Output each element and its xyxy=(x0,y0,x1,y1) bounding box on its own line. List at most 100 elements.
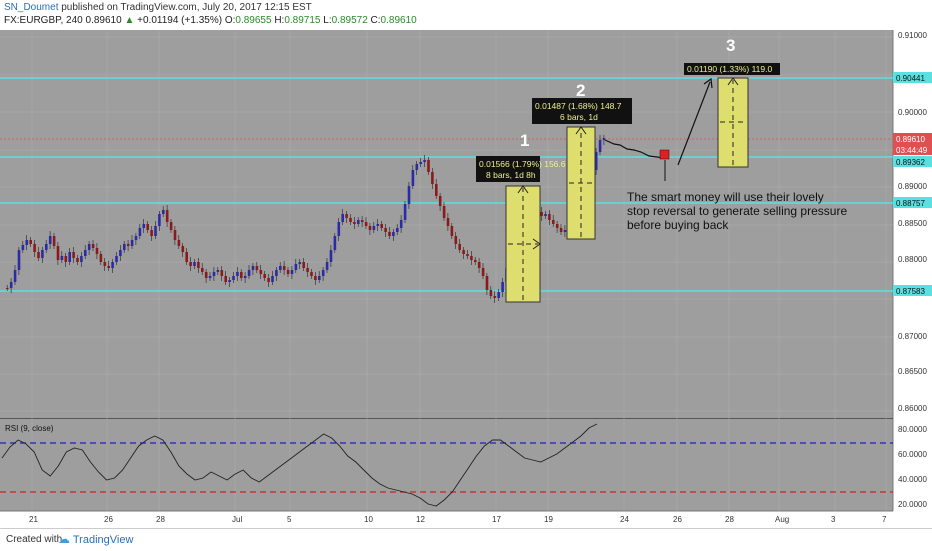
candle-body xyxy=(41,250,44,258)
candle-body xyxy=(552,220,555,224)
candle-body xyxy=(411,170,415,186)
symbol-label[interactable]: FX:EURGBP, 240 xyxy=(4,15,83,26)
high-value: 0.89715 xyxy=(284,15,321,26)
candle-body xyxy=(388,232,391,236)
price-tag-5-bg xyxy=(893,285,932,296)
rsi-line[interactable] xyxy=(1,423,598,507)
rsi-label[interactable]: RSI (9, close) xyxy=(5,424,54,433)
candle-body xyxy=(271,276,274,282)
candle-body xyxy=(321,270,325,276)
candle-body xyxy=(146,224,149,230)
measure-label-3 xyxy=(684,63,780,75)
candle-body xyxy=(76,258,79,262)
candle-body xyxy=(29,240,32,244)
candle-body xyxy=(474,260,477,262)
candle-body xyxy=(208,276,212,278)
candle-body xyxy=(189,262,192,266)
candle-body xyxy=(427,160,430,172)
wave-label-3: 3 xyxy=(726,36,735,55)
candle-body xyxy=(228,280,231,282)
candle-body xyxy=(555,224,559,228)
candle-body xyxy=(204,272,208,278)
time-label-14: 7 xyxy=(882,515,887,524)
candle-body xyxy=(399,220,403,228)
candle-body xyxy=(126,244,130,246)
measure-label-3-line1: 0.01190 (1.33%) 119.0 xyxy=(687,64,772,74)
candle-body xyxy=(501,282,504,292)
candle-body xyxy=(130,240,134,246)
price-tick-2: 0.89000 xyxy=(898,182,927,191)
close-label: C: xyxy=(370,15,381,26)
price-tick-5: 0.87000 xyxy=(898,332,927,341)
chart-area[interactable]: 0.01566 (1.79%) 156.6 8 bars, 1d 8h 0.01… xyxy=(0,30,932,528)
candle-body xyxy=(493,296,497,298)
candle-body xyxy=(403,204,407,220)
candle-body xyxy=(548,214,551,220)
tradingview-logo[interactable]: ☁ TradingView xyxy=(58,532,133,546)
time-label-1: 26 xyxy=(104,515,113,524)
price-tick-7: 0.86000 xyxy=(898,404,927,413)
published-text: published on TradingView.com, July 20, 2… xyxy=(61,2,312,13)
chart-svg[interactable]: 0.01566 (1.79%) 156.6 8 bars, 1d 8h 0.01… xyxy=(0,30,932,528)
time-label-6: 12 xyxy=(416,515,425,524)
candle-body xyxy=(95,248,99,254)
main-pane-bg xyxy=(0,30,893,418)
price-tag-5: 0.87583 xyxy=(896,287,925,296)
candle-body xyxy=(6,288,9,289)
wave-label-1: 1 xyxy=(520,131,529,150)
candle-body xyxy=(446,218,450,226)
candle-body xyxy=(360,220,364,222)
price-tag-0-bg xyxy=(893,72,932,83)
candle-body xyxy=(341,214,344,222)
candle-body xyxy=(364,222,368,226)
candle-body xyxy=(318,276,321,280)
high-label: H: xyxy=(274,15,285,26)
candle-body xyxy=(466,254,469,256)
author-link[interactable]: SN_Doumet xyxy=(4,2,59,13)
time-label-7: 17 xyxy=(492,515,501,524)
measure-label-1 xyxy=(476,156,540,182)
candle-body xyxy=(376,224,380,226)
candle-body xyxy=(438,196,442,206)
candle-body xyxy=(470,256,473,260)
price-tag-4-bg xyxy=(893,197,932,208)
rsi-tick-2: 40.0000 xyxy=(898,475,927,484)
note-line-3: before buying back xyxy=(627,218,729,232)
candle-body xyxy=(396,228,399,232)
candle-body xyxy=(251,266,255,270)
low-value: 0.89572 xyxy=(331,15,368,26)
stop-marker-flag[interactable] xyxy=(659,149,670,160)
projection-arrow-line[interactable] xyxy=(677,81,711,166)
candlestick-series[interactable] xyxy=(6,135,606,303)
candle-body xyxy=(111,262,114,268)
measure-box-3-arrow-up xyxy=(727,77,739,86)
candle-body xyxy=(602,138,606,140)
candle-body xyxy=(302,262,305,268)
measure-label-2-line2: 6 bars, 1d xyxy=(560,112,598,122)
rsi-pane-bg xyxy=(0,419,893,511)
low-label: L: xyxy=(323,15,332,26)
candle-body xyxy=(21,245,25,250)
candle-body xyxy=(185,252,188,262)
candle-body xyxy=(353,222,356,224)
projected-path[interactable] xyxy=(604,139,665,159)
projection-arrow-head xyxy=(703,77,713,89)
candle-body xyxy=(123,244,126,250)
candle-body xyxy=(306,268,309,272)
candle-body xyxy=(337,222,341,236)
candle-body xyxy=(380,224,383,228)
last-price: 0.89610 xyxy=(85,15,122,26)
candle-body xyxy=(294,264,298,270)
measure-box-1-arrow-right xyxy=(532,238,541,250)
price-tick-1: 0.90000 xyxy=(898,108,927,117)
candle-body xyxy=(60,256,64,260)
candle-body xyxy=(9,282,13,288)
candle-body xyxy=(259,270,263,274)
price-change: +0.01194 (+1.35%) xyxy=(137,15,223,26)
candle-body xyxy=(489,290,493,296)
candle-body xyxy=(540,212,543,216)
publish-info: SN_Doumet published on TradingView.com, … xyxy=(4,2,312,13)
open-value: 0.89655 xyxy=(235,15,272,26)
candle-body xyxy=(423,160,426,162)
candle-body xyxy=(255,266,259,270)
